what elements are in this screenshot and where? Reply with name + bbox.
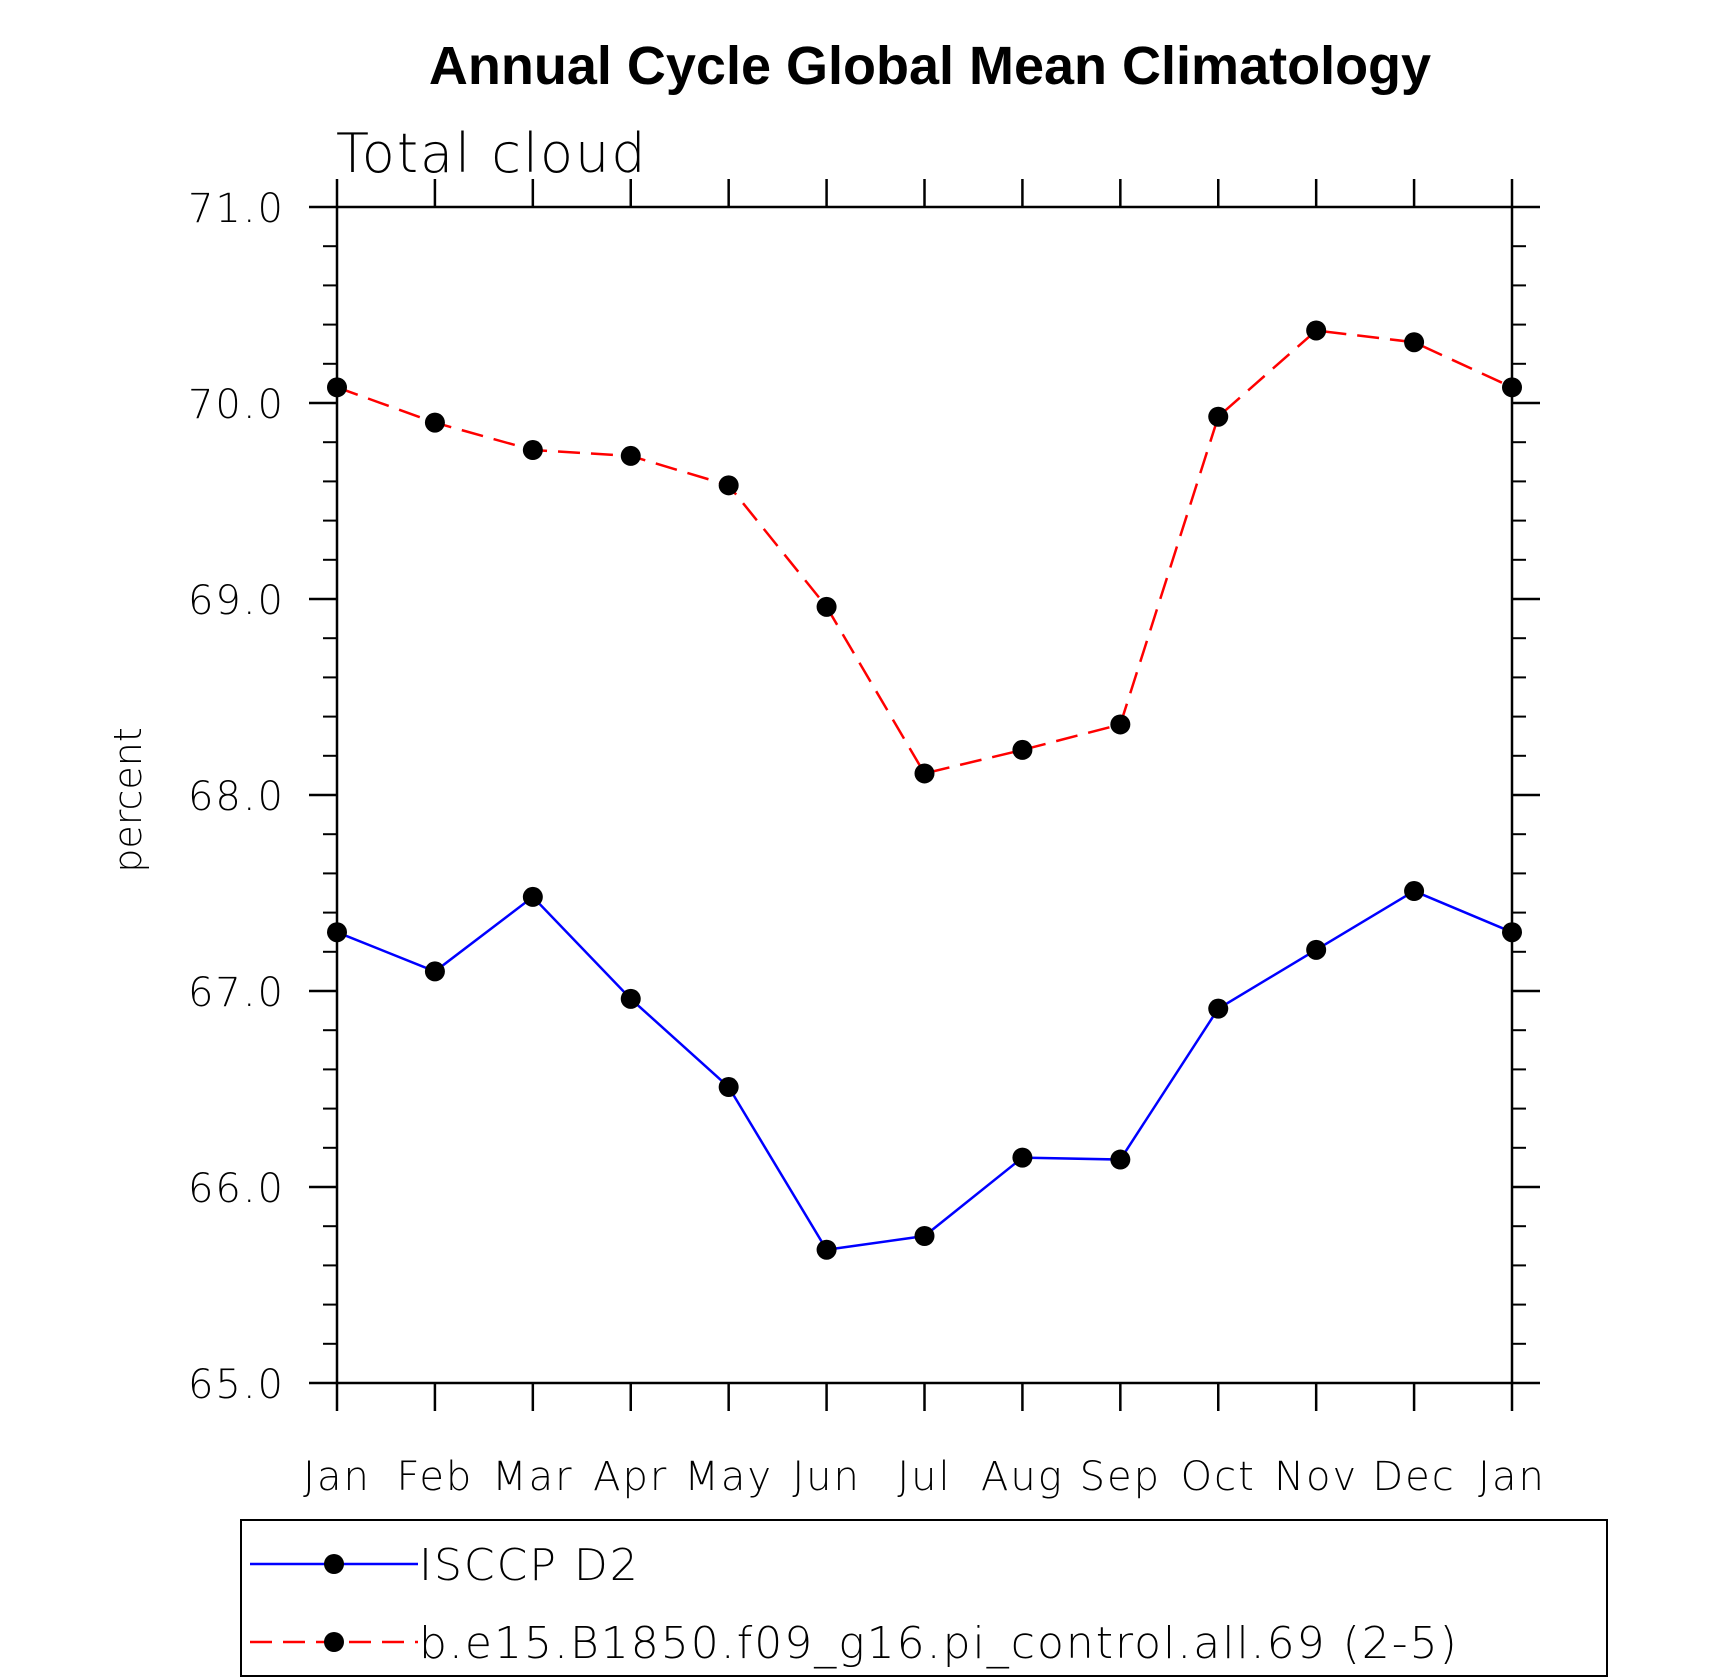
series-point: [816, 596, 837, 617]
series-point: [1306, 320, 1327, 341]
x-tick-label: Dec: [1372, 1454, 1455, 1500]
series-point: [816, 1239, 837, 1260]
legend-marker: [324, 1632, 344, 1652]
x-tick-labels: Jan Feb Mar Apr May Jun Jul Aug Sep Oct Nov Dec Jan: [303, 1454, 1546, 1500]
series-point: [522, 440, 543, 461]
series-line: [336, 329, 1513, 775]
series-point: [1502, 377, 1522, 398]
legend: ISCCP D2 b.e15.B1850.f09_g16.pi_control.a…: [250, 1540, 1459, 1669]
x-tick-label: Aug: [981, 1454, 1064, 1500]
legend-marker: [324, 1554, 344, 1574]
series-point: [1208, 406, 1229, 427]
series-point: [718, 1077, 739, 1098]
series-point: [424, 961, 445, 982]
y-tick-label: 69.0: [188, 578, 285, 624]
x-tick-label: Oct: [1181, 1454, 1256, 1500]
chart-subtitle: Total cloud: [336, 122, 648, 185]
series-point: [1404, 332, 1425, 353]
series-point: [914, 763, 935, 784]
series-point: [1208, 998, 1229, 1019]
legend-label: ISCCP D2: [419, 1540, 640, 1591]
y-tick-label: 68.0: [188, 774, 285, 820]
x-tick-label: Jan: [1478, 1454, 1546, 1500]
x-tick-label: Jun: [792, 1454, 861, 1500]
series-point: [620, 988, 641, 1009]
y-tick-label: 67.0: [188, 970, 285, 1016]
x-tick-label: Mar: [492, 1454, 573, 1500]
series-point: [1306, 939, 1327, 960]
x-tick-label: Sep: [1080, 1454, 1161, 1500]
series-point: [1110, 1149, 1131, 1170]
series-point: [1110, 714, 1131, 735]
y-tick-label: 70.0: [188, 382, 285, 428]
y-tick-labels: 65.0 66.0 67.0 68.0 69.0 70.0 71.0: [188, 186, 285, 1408]
series-point: [718, 475, 739, 496]
y-axis-label: percent: [106, 727, 150, 873]
series-point: [914, 1226, 935, 1246]
series-point: [1012, 739, 1033, 760]
legend-label: b.e15.B1850.f09_g16.pi_control.all.69 (2…: [419, 1618, 1459, 1669]
series-point: [327, 922, 347, 943]
x-tick-label: Jan: [303, 1454, 371, 1500]
x-tick-label: Apr: [593, 1454, 668, 1500]
y-tick-label: 66.0: [188, 1166, 285, 1212]
series-point: [1012, 1147, 1033, 1168]
legend-box: [240, 1519, 1608, 1677]
series-line: [336, 889, 1513, 1252]
x-tick-label: May: [684, 1454, 773, 1500]
series-point: [522, 886, 543, 907]
y-tick-label: 71.0: [188, 186, 285, 232]
x-tick-label: Jul: [897, 1454, 951, 1500]
series-point: [1404, 881, 1425, 902]
x-tick-label: Feb: [397, 1454, 474, 1500]
axis-ticks: [309, 179, 1540, 1411]
plot-frame: [335, 205, 1514, 1385]
series-point: [327, 377, 347, 398]
x-tick-label: Nov: [1274, 1454, 1358, 1500]
series-point: [1502, 922, 1522, 943]
y-tick-label: 65.0: [188, 1362, 285, 1408]
series-layer: [327, 320, 1522, 1260]
chart-title: Annual Cycle Global Mean Climatology: [429, 36, 1431, 96]
series-point: [620, 445, 641, 466]
series-point: [424, 412, 445, 433]
